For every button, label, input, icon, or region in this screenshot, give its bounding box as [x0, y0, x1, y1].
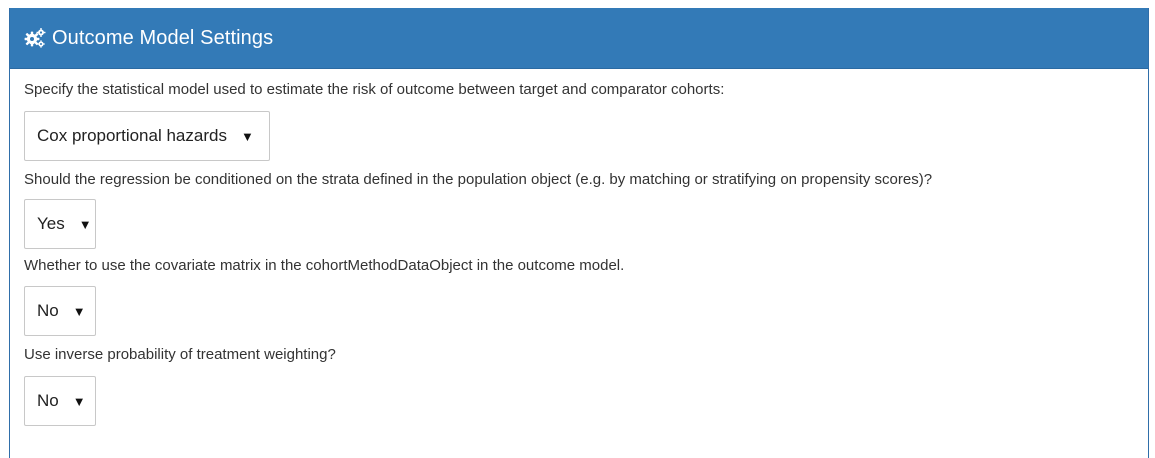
outcome-model-settings-panel: Outcome Model Settings Specify the stati…: [9, 8, 1149, 458]
iptw-field: Use inverse probability of treatment wei…: [24, 344, 1134, 434]
stratified-question: Should the regression be conditioned on …: [24, 171, 933, 188]
panel-header: Outcome Model Settings: [10, 8, 1148, 69]
iptw-question: Use inverse probability of treatment wei…: [24, 346, 336, 363]
dropdown-arrow-icon: ▼: [240, 128, 254, 144]
gears-icon: [24, 27, 46, 49]
iptw-select[interactable]: No ▼: [24, 376, 96, 426]
stratified-select[interactable]: Yes ▼: [24, 199, 96, 249]
model-type-selected-value: Cox proportional hazards: [37, 126, 227, 145]
panel-body: Specify the statistical model used to es…: [10, 69, 1148, 434]
model-type-question: Specify the statistical model used to es…: [24, 81, 725, 98]
use-covariates-selected-value: No: [37, 301, 59, 320]
model-type-field: Specify the statistical model used to es…: [24, 79, 1134, 169]
dropdown-arrow-icon: ▼: [72, 393, 86, 409]
stratified-field: Should the regression be conditioned on …: [24, 169, 1134, 255]
dropdown-arrow-icon: ▼: [78, 216, 92, 232]
stratified-selected-value: Yes: [37, 214, 65, 233]
use-covariates-select[interactable]: No ▼: [24, 286, 96, 336]
use-covariates-question: Whether to use the covariate matrix in t…: [24, 257, 625, 274]
iptw-selected-value: No: [37, 391, 59, 410]
panel-title: Outcome Model Settings: [52, 26, 274, 49]
model-type-select[interactable]: Cox proportional hazards ▼: [24, 111, 270, 161]
use-covariates-field: Whether to use the covariate matrix in t…: [24, 255, 1134, 344]
dropdown-arrow-icon: ▼: [72, 303, 86, 319]
